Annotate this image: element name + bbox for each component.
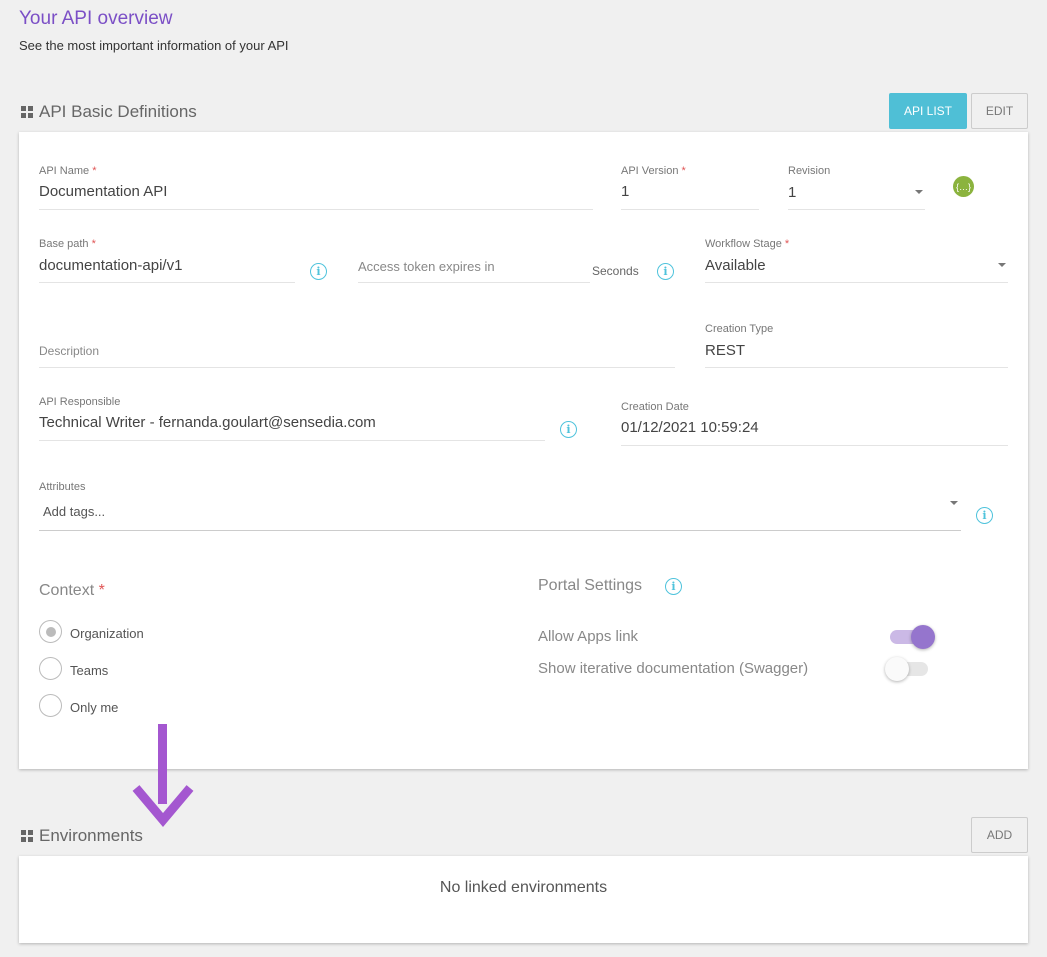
description-input[interactable]: Description xyxy=(39,344,100,358)
radio-teams[interactable] xyxy=(39,657,62,680)
portal-settings-title: Portal Settings xyxy=(538,577,643,594)
api-name-field[interactable]: Documentation API xyxy=(39,183,168,200)
divider xyxy=(621,445,1008,446)
divider xyxy=(788,209,925,210)
divider xyxy=(358,282,590,283)
radio-label: Organization xyxy=(70,626,144,641)
divider xyxy=(39,282,295,283)
chevron-down-icon[interactable] xyxy=(950,501,958,505)
section-environments-header: Environments xyxy=(21,826,143,846)
section-basic-header: API Basic Definitions xyxy=(21,102,197,122)
dashboard-icon xyxy=(21,106,33,118)
context-title: Context * xyxy=(39,582,105,599)
info-icon[interactable]: i xyxy=(976,507,993,524)
api-name-label: API Name * xyxy=(39,165,97,177)
section-title: API Basic Definitions xyxy=(39,102,197,121)
page-subtitle: See the most important information of yo… xyxy=(19,38,289,53)
divider xyxy=(705,367,1008,368)
workflow-label: Workflow Stage * xyxy=(705,238,790,250)
dashboard-icon xyxy=(21,830,33,842)
divider xyxy=(39,209,593,210)
revision-select[interactable]: 1 xyxy=(788,184,797,201)
environments-card xyxy=(19,856,1028,943)
base-path-field[interactable]: documentation-api/v1 xyxy=(39,257,183,274)
info-icon[interactable]: i xyxy=(657,263,674,280)
page-title: Your API overview xyxy=(19,8,173,29)
edit-button[interactable]: EDIT xyxy=(971,93,1028,129)
creation-date-value: 01/12/2021 10:59:24 xyxy=(621,419,759,436)
chevron-down-icon[interactable] xyxy=(915,190,923,194)
swagger-icon[interactable]: {…} xyxy=(953,176,974,197)
add-environment-button[interactable]: ADD xyxy=(971,817,1028,853)
creation-type-value: REST xyxy=(705,342,746,359)
creation-date-label: Creation Date xyxy=(621,401,689,413)
empty-state: No linked environments xyxy=(439,879,608,896)
swagger-toggle[interactable] xyxy=(885,657,928,681)
radio-label: Only me xyxy=(70,700,119,715)
revision-label: Revision xyxy=(788,165,831,177)
divider xyxy=(705,282,1008,283)
radio-label: Teams xyxy=(70,663,109,678)
info-icon[interactable]: i xyxy=(560,421,577,438)
chevron-down-icon[interactable] xyxy=(998,263,1006,267)
responsible-field[interactable]: Technical Writer - fernanda.goulart@sens… xyxy=(39,414,376,431)
allow-apps-label: Allow Apps link xyxy=(538,628,639,645)
basic-definitions-card xyxy=(19,132,1028,769)
api-version-label: API Version * xyxy=(621,165,686,177)
allow-apps-toggle[interactable] xyxy=(890,625,935,649)
base-path-label: Base path * xyxy=(39,238,96,250)
workflow-select[interactable]: Available xyxy=(705,257,766,274)
token-unit: Seconds xyxy=(592,264,639,278)
token-expiration-input[interactable]: Access token expires in xyxy=(358,259,495,274)
api-list-button[interactable]: API LIST xyxy=(889,93,967,129)
info-icon[interactable]: i xyxy=(310,263,327,280)
swagger-label: Show iterative documentation (Swagger) xyxy=(538,660,809,677)
attributes-label: Attributes xyxy=(39,481,86,493)
divider xyxy=(39,367,675,368)
section-title: Environments xyxy=(39,826,143,845)
responsible-label: API Responsible xyxy=(39,396,121,408)
attributes-input[interactable]: Add tags... xyxy=(43,504,106,519)
creation-type-label: Creation Type xyxy=(705,323,774,335)
radio-only-me[interactable] xyxy=(39,694,62,717)
divider xyxy=(39,440,545,441)
radio-organization[interactable] xyxy=(39,620,62,643)
info-icon[interactable]: i xyxy=(665,578,682,595)
arrow-down-icon xyxy=(132,724,194,827)
divider xyxy=(621,209,759,210)
divider xyxy=(39,530,961,531)
api-version-field[interactable]: 1 xyxy=(621,183,630,200)
